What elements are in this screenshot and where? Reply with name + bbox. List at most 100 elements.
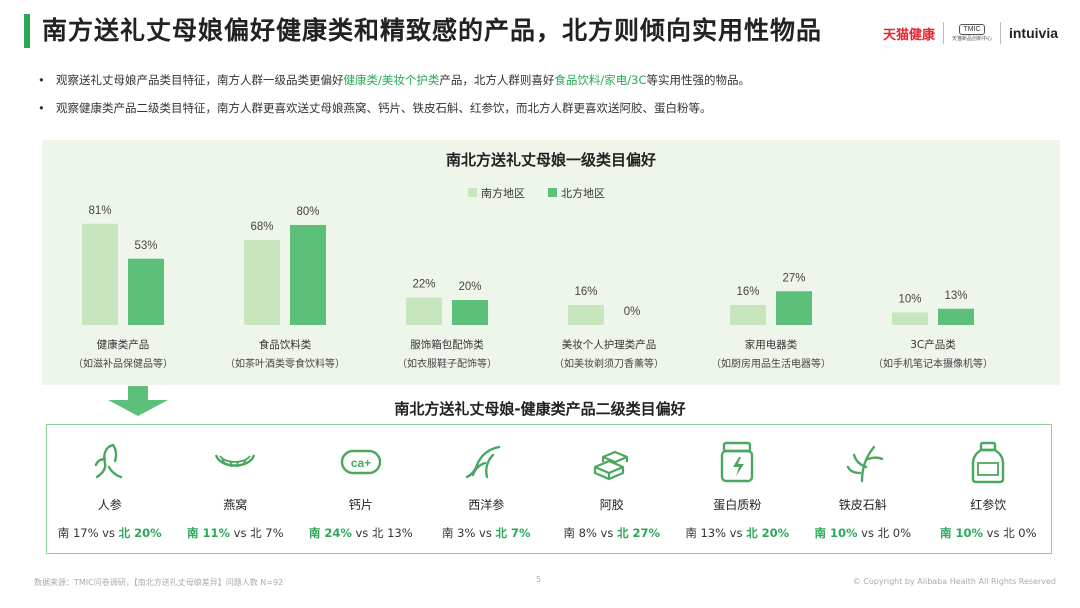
north-value: 北 27%	[616, 526, 661, 540]
bar-south	[892, 312, 928, 325]
health-subcategory-item: 阿胶南 8% vs 北 27%	[549, 425, 675, 553]
intuivia-logo: intuivia	[1008, 25, 1058, 41]
health-subcategory-item: 人参南 17% vs 北 20%	[47, 425, 173, 553]
data-label: 68%	[250, 221, 273, 233]
category-note: （如厨房用品生活电器等）	[711, 357, 831, 370]
gelatin-blocks-icon	[593, 450, 628, 481]
vs-text: vs	[98, 526, 119, 540]
logo-divider	[942, 22, 944, 44]
vs-text: vs	[230, 526, 251, 540]
dendrobium-icon	[846, 445, 883, 483]
category-note: （如手机笔记本摄像机等）	[873, 357, 993, 370]
vs-text: vs	[596, 526, 617, 540]
secondary-items-row: 人参南 17% vs 北 20% 燕窝南 11% vs 北 7% ca+ 钙片南 24…	[47, 425, 1051, 553]
birds-nest-icon	[215, 454, 256, 468]
data-label: 13%	[944, 290, 967, 302]
bullet-1: 观察送礼丈母娘产品类目特征，南方人群一级品类更偏好健康类/美妆个护类产品，北方人…	[38, 66, 750, 94]
health-subcategory-item: ca+ 钙片南 24% vs 北 13%	[298, 425, 424, 553]
health-subcategory-item: 蛋白质粉南 13% vs 北 20%	[675, 425, 801, 553]
data-label: 22%	[412, 279, 435, 291]
subcategory-name: 西洋参	[468, 498, 505, 512]
page-number: 5	[536, 575, 542, 584]
category-note: （如茶叶酒类零食饮料等）	[225, 357, 345, 370]
north-value: 北 20%	[746, 526, 790, 540]
north-value: 北 0%	[1003, 526, 1037, 540]
health-subcategory-item: 燕窝南 11% vs 北 7%	[173, 425, 299, 553]
secondary-category-panel: 人参南 17% vs 北 20% 燕窝南 11% vs 北 7% ca+ 钙片南 24…	[46, 424, 1052, 554]
bar-south	[406, 297, 442, 325]
region-comparison: 南 8% vs 北 27%	[563, 525, 660, 541]
region-comparison: 南 10% vs 北 0%	[940, 525, 1037, 541]
region-comparison: 南 13% vs 北 20%	[685, 525, 789, 541]
vs-text: vs	[857, 526, 878, 540]
ginseng-icon	[94, 443, 122, 479]
region-comparison: 南 24% vs 北 13%	[309, 525, 413, 541]
calcium-tablet-icon: ca+	[340, 449, 381, 475]
bar-chart: 81% 53% 健康类产品 （如滋补品保健品等） 68% 80% 食品饮料类 （如茶叶酒类零食…	[73, 186, 993, 370]
bar-south	[730, 305, 766, 325]
logo-group: 天猫健康 TMIC 天猫新品创新中心 intuivia	[883, 22, 1058, 44]
region-comparison: 南 11% vs 北 7%	[187, 525, 284, 541]
bar-north	[776, 291, 812, 325]
south-value: 南 10%	[939, 526, 983, 540]
category-note: （如美妆剃须刀香薰等）	[554, 357, 664, 370]
region-comparison: 南 17% vs 北 20%	[58, 525, 162, 541]
highlight-text: 健康类/美妆个护类	[343, 73, 440, 87]
svg-text:ca+: ca+	[351, 456, 371, 470]
protein-powder-icon	[721, 441, 754, 483]
north-value: 北 0%	[877, 526, 912, 540]
data-label: 0%	[624, 306, 641, 318]
bullet-2: 观察健康类产品二级类目特征，南方人群更喜欢送丈母娘燕窝、钙片、铁皮石斛、红参饮，…	[38, 94, 750, 122]
south-value: 南 24%	[308, 526, 352, 540]
health-subcategory-item: 红参饮南 10% vs 北 0%	[926, 425, 1052, 553]
red-ginseng-drink-icon	[972, 441, 1005, 484]
subcategory-name: 燕窝	[223, 498, 248, 512]
subcategory-name: 钙片	[348, 498, 373, 512]
health-subcategory-item: 铁皮石斛南 10% vs 北 0%	[800, 425, 926, 553]
bar-north	[938, 308, 974, 325]
title-accent-bar	[24, 14, 30, 48]
subcategory-name: 红参饮	[970, 498, 1007, 512]
legend-swatch	[468, 188, 477, 197]
legend-swatch	[548, 188, 557, 197]
data-source: 数据来源：TMIC问卷调研，【南北方送礼丈母娘差异】问题人数 N=92	[34, 578, 284, 587]
category-label: 食品饮料类	[259, 338, 312, 351]
subcategory-name: 铁皮石斛	[838, 498, 887, 512]
region-comparison: 南 10% vs 北 0%	[814, 525, 911, 541]
legend-label: 南方地区	[481, 186, 525, 200]
south-value: 南 17%	[57, 526, 99, 540]
subcategory-name: 蛋白质粉	[713, 498, 762, 512]
south-value: 南 10%	[814, 526, 858, 540]
category-label: 3C产品类	[910, 338, 956, 351]
tmall-health-logo: 天猫健康	[882, 26, 935, 42]
bar-south	[82, 223, 118, 325]
secondary-chart-title: 南北方送礼丈母娘-健康类产品二级类目偏好	[394, 400, 686, 418]
bullet-text: 观察送礼丈母娘产品类目特征，南方人群一级品类更偏好	[56, 73, 344, 87]
subcategory-name: 阿胶	[599, 498, 624, 512]
north-value: 北 7%	[250, 526, 284, 540]
category-label: 健康类产品	[97, 338, 150, 351]
tmic-logo: TMIC 天猫新品创新中心	[952, 24, 992, 42]
primary-category-chart-panel: 南北方送礼丈母娘一级类目偏好 81% 53% 健康类产品 （如滋补品保健品等） 68% 8…	[42, 140, 1060, 385]
highlight-text: 食品饮料/家电/3C	[554, 73, 647, 87]
bar-north	[128, 258, 164, 325]
south-value: 南 13%	[685, 526, 727, 540]
data-label: 81%	[88, 205, 111, 217]
bar-north	[452, 300, 488, 325]
vs-text: vs	[475, 526, 496, 540]
bar-south	[244, 240, 280, 325]
chart-title: 南北方送礼丈母娘一级类目偏好	[445, 151, 656, 169]
data-label: 27%	[782, 272, 805, 284]
page-title: 南方送礼丈母娘偏好健康类和精致感的产品，北方则倾向实用性物品	[42, 16, 823, 45]
subcategory-name: 人参	[97, 498, 122, 512]
data-label: 16%	[574, 286, 597, 298]
category-label: 服饰箱包配饰类	[410, 338, 484, 351]
bar-south	[568, 305, 604, 325]
arrow-down-icon	[108, 386, 168, 416]
legend-label: 北方地区	[561, 186, 605, 200]
data-label: 20%	[458, 281, 481, 293]
data-label: 53%	[134, 240, 157, 252]
category-label: 美妆个人护理类产品	[562, 338, 657, 351]
category-note: （如滋补品保健品等）	[73, 357, 173, 370]
insight-bullets: 观察送礼丈母娘产品类目特征，南方人群一级品类更偏好健康类/美妆个护类产品，北方人…	[38, 66, 750, 122]
